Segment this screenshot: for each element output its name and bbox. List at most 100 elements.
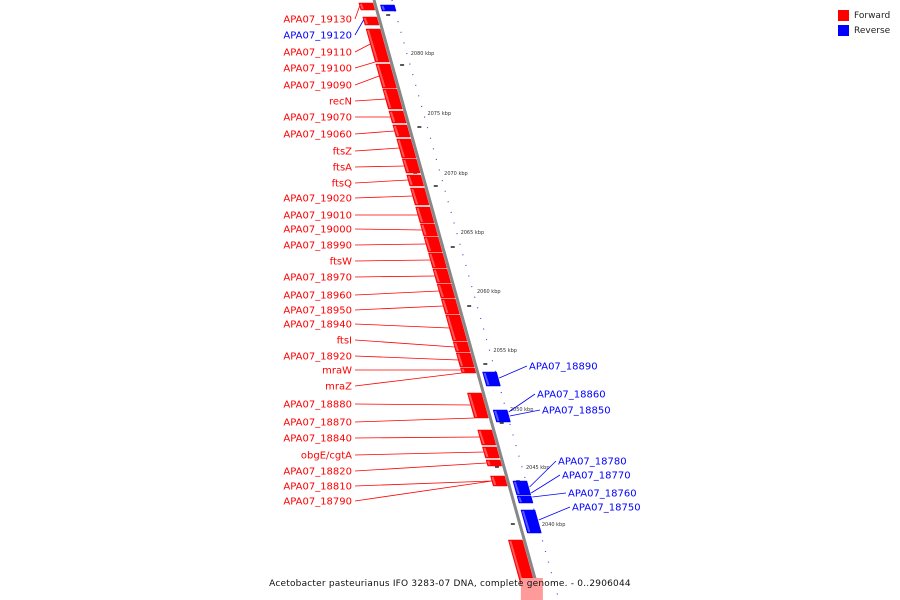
gene-body xyxy=(380,4,397,12)
gene-label-apa07-19090[interactable]: APA07_19090 xyxy=(283,81,352,92)
gene-label-apa07-18920[interactable]: APA07_18920 xyxy=(283,352,352,363)
forward-gene-ftsw[interactable] xyxy=(428,252,447,269)
gene-label-apa07-18810[interactable]: APA07_18810 xyxy=(283,482,352,493)
reverse-gene-apa07-18780[interactable] xyxy=(512,480,532,496)
gene-label-ftsw[interactable]: ftsW xyxy=(330,257,352,268)
forward-gene-apa07-19110[interactable] xyxy=(365,28,390,63)
gene-label-apa07-18780[interactable]: APA07_18780 xyxy=(558,457,627,468)
gene-label-connector xyxy=(354,43,371,53)
gene-highlight xyxy=(433,269,440,283)
gene-label-apa07-19000[interactable]: APA07_19000 xyxy=(283,225,352,236)
strand-legend: Forward Reverse xyxy=(838,8,898,38)
forward-gene-apa07-18960[interactable] xyxy=(436,283,456,299)
gene-label-connector xyxy=(354,372,462,387)
forward-gene-apa07-19090[interactable] xyxy=(375,63,397,89)
gene-highlight xyxy=(491,476,497,486)
gene-label-connector xyxy=(354,243,426,246)
gene-label-connector xyxy=(354,355,459,361)
forward-gene-apa07-18820[interactable] xyxy=(485,459,503,467)
gene-label-apa07-18790[interactable]: APA07_18790 xyxy=(283,497,352,508)
gene-label-ftsa[interactable]: ftsA xyxy=(333,163,352,174)
gene-highlight xyxy=(407,175,413,186)
forward-gene-apa07-18950[interactable] xyxy=(440,298,460,315)
gene-label-apa07-19100[interactable]: APA07_19100 xyxy=(283,64,352,75)
gene-label-apa07-19010[interactable]: APA07_19010 xyxy=(283,211,352,222)
forward-gene-apa07-19010[interactable] xyxy=(415,206,435,224)
gene-body xyxy=(467,392,489,419)
gene-label-apa07-18950[interactable]: APA07_18950 xyxy=(283,306,352,317)
forward-gene-apa07-18940[interactable] xyxy=(445,314,468,342)
gene-highlight xyxy=(494,410,500,422)
forward-gene-apa07-19060[interactable] xyxy=(392,124,411,138)
reverse-gene-apa07-18850[interactable] xyxy=(492,409,511,423)
gene-label-ftsi[interactable]: ftsI xyxy=(337,336,352,347)
forward-gene-recn[interactable] xyxy=(382,88,403,110)
gene-label-mraz[interactable]: mraZ xyxy=(325,382,352,393)
gene-label-connector xyxy=(354,61,376,69)
gene-label-apa07-18770[interactable]: APA07_18770 xyxy=(562,471,631,482)
forward-gene-apa07-18790[interactable] xyxy=(490,475,508,487)
forward-gene-apa07-19130[interactable] xyxy=(358,2,376,11)
gene-body xyxy=(406,174,425,187)
gene-label-apa07-18940[interactable]: APA07_18940 xyxy=(283,320,352,331)
gene-label-apa07-18850[interactable]: APA07_18850 xyxy=(542,406,611,417)
gene-label-recn[interactable]: recN xyxy=(329,97,352,108)
gene-label-obge-cgta[interactable]: obgE/cgtA xyxy=(301,451,352,462)
gene-label-connector xyxy=(354,165,405,168)
forward-gene-apa07-18880[interactable] xyxy=(467,392,489,419)
reverse-gene-apa07-19120[interactable] xyxy=(380,4,397,12)
gene-label-apa07-18970[interactable]: APA07_18970 xyxy=(283,273,352,284)
gene-label-apa07-18840[interactable]: APA07_18840 xyxy=(283,434,352,445)
gene-label-apa07-18760[interactable]: APA07_18760 xyxy=(568,489,637,500)
gene-highlight xyxy=(363,17,368,25)
gene-highlight xyxy=(383,89,392,109)
gene-highlight xyxy=(438,284,444,298)
gene-label-apa07-19060[interactable]: APA07_19060 xyxy=(283,130,352,141)
gene-label-apa07-19020[interactable]: APA07_19020 xyxy=(283,194,352,205)
gene-label-apa07-18870[interactable]: APA07_18870 xyxy=(283,418,352,429)
gene-label-connector xyxy=(354,323,450,329)
forward-gene-apa07-18840[interactable] xyxy=(477,429,497,446)
gene-label-mraw[interactable]: mraW xyxy=(322,366,352,377)
forward-gene-mraw[interactable] xyxy=(460,367,477,374)
kbp-tick-label: 2065 kbp xyxy=(461,230,485,236)
reverse-gene-apa07-18760[interactable] xyxy=(516,495,534,504)
gene-highlight xyxy=(393,125,400,137)
forward-gene-apa07-19120[interactable] xyxy=(362,16,380,26)
forward-gene-ftsa[interactable] xyxy=(401,158,421,174)
forward-gene-ftsq[interactable] xyxy=(406,174,425,187)
gene-label-apa07-18750[interactable]: APA07_18750 xyxy=(572,503,641,514)
gene-body xyxy=(452,341,471,353)
gene-highlight xyxy=(468,393,478,418)
forward-gene-obge-cgta[interactable] xyxy=(482,446,500,459)
gene-label-apa07-18880[interactable]: APA07_18880 xyxy=(283,400,352,411)
gene-label-apa07-18860[interactable]: APA07_18860 xyxy=(537,390,606,401)
gene-label-apa07-18890[interactable]: APA07_18890 xyxy=(529,362,598,373)
gene-label-apa07-19070[interactable]: APA07_19070 xyxy=(283,113,352,124)
forward-gene-ftsi[interactable] xyxy=(452,341,471,353)
forward-gene-apa07-19020[interactable] xyxy=(409,187,430,206)
forward-gene-ftsz[interactable] xyxy=(396,138,417,159)
gene-body xyxy=(358,2,376,11)
gene-label-apa07-18960[interactable]: APA07_18960 xyxy=(283,291,352,302)
kbp-tick-label: 2080 kbp xyxy=(411,51,435,57)
forward-gene-apa07-19070[interactable] xyxy=(388,110,407,124)
gene-label-apa07-19110[interactable]: APA07_19110 xyxy=(283,48,352,59)
reverse-gene-apa07-18890[interactable] xyxy=(482,371,501,387)
gene-label-apa07-19130[interactable]: APA07_19130 xyxy=(283,15,352,26)
gene-label-apa07-18990[interactable]: APA07_18990 xyxy=(283,241,352,252)
reverse-gene-apa07-18750[interactable] xyxy=(520,509,542,534)
gene-label-ftsz[interactable]: ftsZ xyxy=(333,147,352,158)
forward-gene-apa07-18990[interactable] xyxy=(423,236,443,253)
gene-label-apa07-19120[interactable]: APA07_19120 xyxy=(283,31,352,42)
gene-label-connector xyxy=(354,5,361,20)
gene-label-ftsq[interactable]: ftsQ xyxy=(332,179,352,190)
forward-gene-apa07-18920[interactable] xyxy=(455,352,475,368)
gene-label-connector xyxy=(354,195,413,199)
forward-gene-apa07-18970[interactable] xyxy=(432,268,452,284)
gene-label-connector xyxy=(354,75,380,86)
gene-label-apa07-18820[interactable]: APA07_18820 xyxy=(283,467,352,478)
forward-gene-apa07-19000[interactable] xyxy=(420,223,439,237)
gene-body xyxy=(409,187,430,206)
